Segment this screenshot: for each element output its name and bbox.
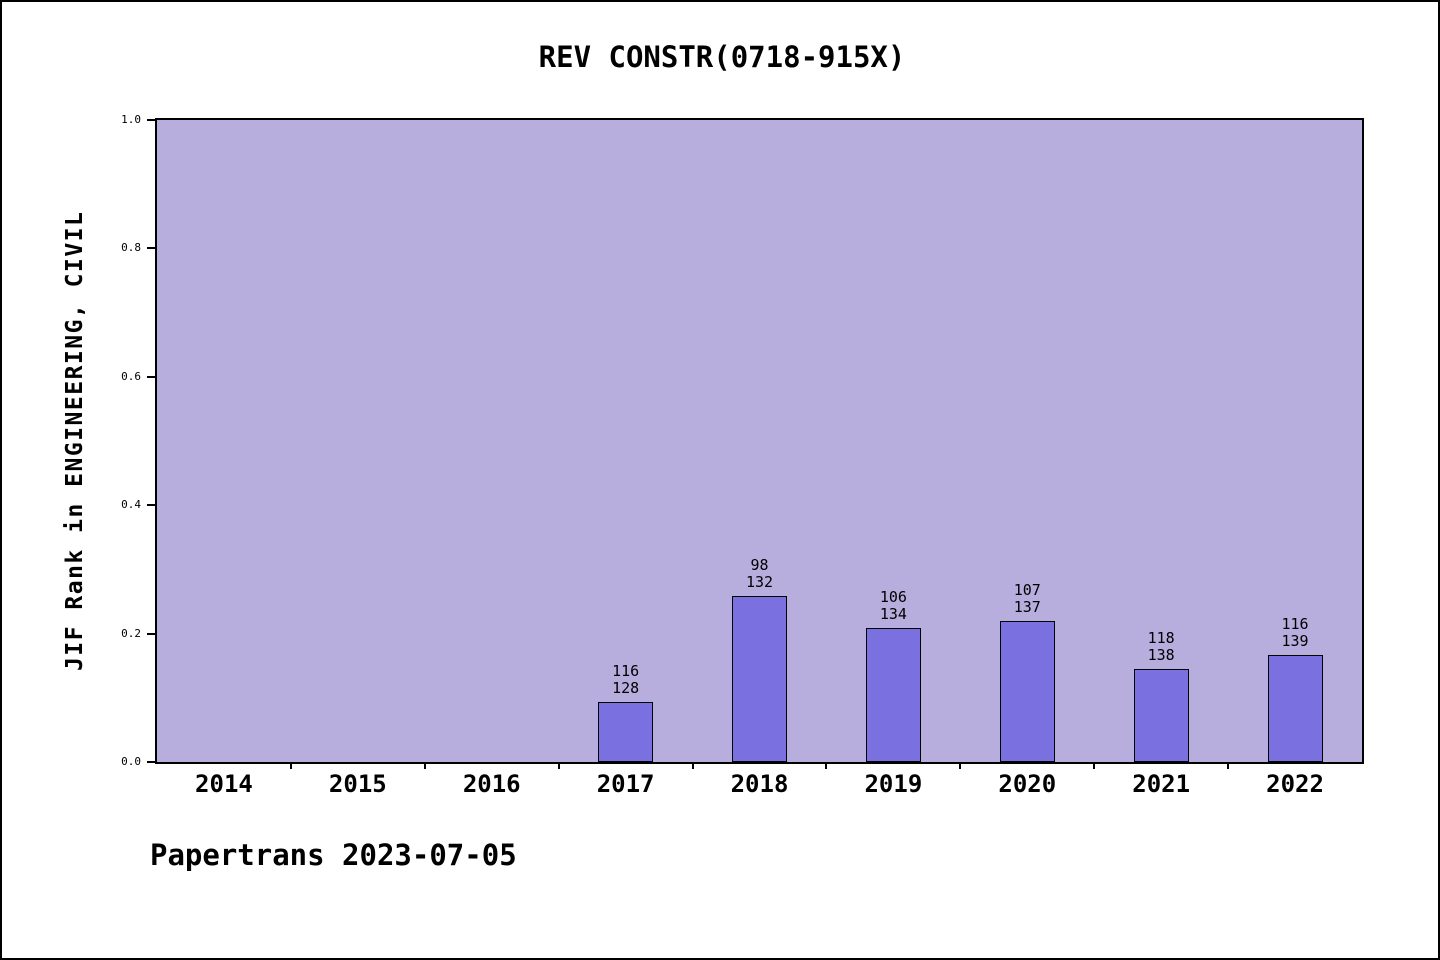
y-axis-tick-label: 0.0 xyxy=(121,755,141,768)
x-axis-tick-label: 2016 xyxy=(462,770,521,798)
x-axis-tick-label: 2021 xyxy=(1132,770,1191,798)
y-axis-tick-label: 0.2 xyxy=(121,626,141,640)
plot-area: 0.0 0.2 0.4 0.6 0.8 1.0 2014 2015 2016 2017 2018 20… xyxy=(121,113,1364,798)
y-axis-label: JIF Rank in ENGINEERING, CIVIL xyxy=(62,210,88,672)
y-axis-tick-label: 1.0 xyxy=(121,113,141,126)
y-axis-tick-label: 0.6 xyxy=(121,369,141,383)
y-axis-tick xyxy=(147,247,155,250)
bar-value-label: 98 132 xyxy=(745,556,774,592)
x-axis-tick-label: 2015 xyxy=(328,770,387,798)
bar-value-label: 116 128 xyxy=(612,661,640,697)
bar-2017 xyxy=(598,701,654,762)
x-axis-tick xyxy=(423,762,426,769)
bar-2019 xyxy=(865,627,921,762)
bar-2021 xyxy=(1133,668,1189,762)
x-axis-tick xyxy=(959,762,962,769)
x-axis-tick xyxy=(825,762,828,769)
y-axis-tick xyxy=(147,504,155,507)
bar-2020 xyxy=(999,621,1055,762)
x-axis-tick-label: 2019 xyxy=(864,770,923,798)
x-axis-tick xyxy=(557,762,560,769)
x-axis-tick xyxy=(691,762,694,769)
bar-value-label: 106 134 xyxy=(879,587,907,623)
x-axis-tick-label: 2018 xyxy=(730,770,789,798)
x-axis-tick-label: 2022 xyxy=(1266,770,1324,798)
bar-2022 xyxy=(1267,655,1323,762)
watermark-text: Papertrans 2023-07-05 xyxy=(150,838,517,872)
y-axis-tick xyxy=(147,119,155,121)
x-axis-tick xyxy=(289,762,292,769)
x-axis-tick xyxy=(1093,762,1096,769)
y-axis-tick xyxy=(147,375,155,378)
y-axis-tick xyxy=(147,761,155,763)
y-axis-tick xyxy=(147,632,155,635)
x-axis-tick xyxy=(1227,762,1230,769)
y-axis-tick-label: 0.8 xyxy=(121,241,141,255)
bar-value-label: 116 139 xyxy=(1281,615,1309,651)
x-axis-tick-label: 2014 xyxy=(195,770,253,798)
bar-value-label: 107 137 xyxy=(1013,581,1041,617)
bar-2018 xyxy=(732,596,787,762)
chart-title: REV CONSTR(0718-915X) xyxy=(538,40,906,74)
x-axis-tick-label: 2020 xyxy=(998,770,1057,798)
bar-value-label: 118 138 xyxy=(1147,628,1175,664)
x-axis-tick-label: 2017 xyxy=(596,770,655,798)
y-axis-tick-label: 0.4 xyxy=(121,498,141,512)
